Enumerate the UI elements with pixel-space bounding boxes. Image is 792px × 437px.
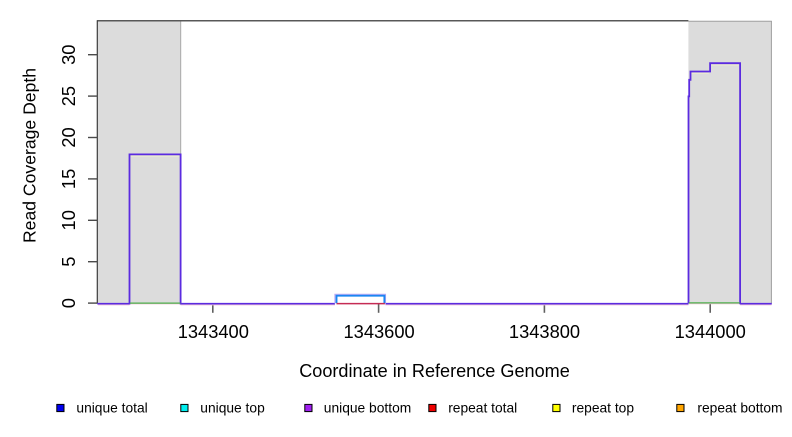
svg-text:25: 25 xyxy=(58,86,79,106)
svg-text:1343800: 1343800 xyxy=(509,321,580,342)
svg-text:0: 0 xyxy=(58,298,79,308)
svg-text:15: 15 xyxy=(58,169,79,189)
svg-text:repeat top: repeat top xyxy=(572,400,634,415)
svg-text:unique top: unique top xyxy=(200,400,265,415)
svg-text:repeat bottom: repeat bottom xyxy=(697,400,782,415)
svg-text:Coordinate in Reference Genome: Coordinate in Reference Genome xyxy=(299,361,570,381)
svg-text:20: 20 xyxy=(58,127,79,147)
svg-text:5: 5 xyxy=(58,257,79,267)
svg-text:unique total: unique total xyxy=(76,400,147,415)
svg-text:1344000: 1344000 xyxy=(675,321,746,342)
svg-text:1343600: 1343600 xyxy=(344,321,415,342)
svg-text:repeat total: repeat total xyxy=(448,400,517,415)
svg-text:30: 30 xyxy=(58,45,79,65)
svg-text:1343400: 1343400 xyxy=(178,321,249,342)
svg-text:unique bottom: unique bottom xyxy=(324,400,411,415)
svg-text:10: 10 xyxy=(58,210,79,230)
svg-text:Read Coverage Depth: Read Coverage Depth xyxy=(20,68,40,243)
